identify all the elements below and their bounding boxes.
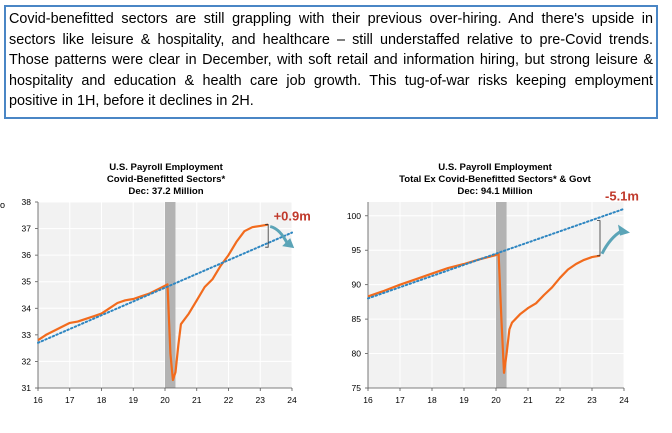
right-gap-arrow-head — [618, 224, 630, 236]
left-chart-title-line1: U.S. Payroll Employment — [109, 162, 223, 173]
left-ytick-label-2: 33 — [22, 330, 32, 340]
right-chart-title-line2: Total Ex Covid-Benefitted Sectors* & Gov… — [399, 174, 591, 185]
right-ytick-label-0: 75 — [352, 383, 362, 393]
stray-mark: o — [0, 200, 6, 210]
left-chart-title-line3: Dec: 37.2 Million — [128, 186, 204, 197]
right-xtick-label-6: 22 — [555, 395, 565, 405]
left-xtick-label-4: 20 — [160, 395, 170, 405]
left-xtick-label-6: 22 — [224, 395, 234, 405]
left-ytick-label-7: 38 — [22, 197, 32, 207]
right-xtick-label-2: 18 — [427, 395, 437, 405]
summary-text: Covid-benefitted sectors are still grapp… — [9, 11, 653, 110]
right-xtick-label-5: 21 — [523, 395, 533, 405]
left-xtick-label-3: 19 — [129, 395, 139, 405]
right-chart-title: U.S. Payroll Employment Total Ex Covid-B… — [366, 162, 624, 198]
left-xtick-label-2: 18 — [97, 395, 107, 405]
right-xtick-label-3: 19 — [459, 395, 469, 405]
right-ytick-label-4: 95 — [352, 245, 362, 255]
left-chart-title-line2: Covid-Benefitted Sectors* — [106, 174, 226, 185]
left-ytick-label-1: 32 — [22, 356, 32, 366]
right-xtick-label-8: 24 — [619, 395, 629, 405]
left-covid-band — [165, 202, 176, 388]
left-actual-line — [37, 223, 269, 382]
left-ytick-label-3: 34 — [22, 303, 32, 313]
left-gap-annotation: +0.9m — [274, 209, 311, 224]
left-xtick-label-1: 17 — [65, 395, 75, 405]
right-chart-title-line1: U.S. Payroll Employment — [438, 162, 552, 173]
left-xtick-label-0: 16 — [33, 395, 43, 405]
summary-callout: Covid-benefitted sectors are still grapp… — [4, 5, 658, 119]
right-xtick-label-0: 16 — [363, 395, 373, 405]
right-trend-line — [367, 207, 625, 300]
right-xtick-label-4: 20 — [491, 395, 501, 405]
right-xtick-label-7: 23 — [587, 395, 597, 405]
right-xtick-label-1: 17 — [395, 395, 405, 405]
right-ytick-label-1: 80 — [352, 349, 362, 359]
left-xtick-label-8: 24 — [287, 395, 297, 405]
right-chart-title-line3: Dec: 94.1 Million — [457, 186, 533, 197]
left-xtick-label-7: 23 — [256, 395, 266, 405]
left-gap-bracket — [265, 224, 269, 248]
right-ytick-label-2: 85 — [352, 314, 362, 324]
left-ytick-label-4: 35 — [22, 277, 32, 287]
left-trend-line — [37, 231, 293, 344]
left-gap-arrow-head — [282, 238, 295, 249]
right-gap-bracket — [597, 220, 601, 257]
right-actual-line — [367, 252, 601, 374]
left-chart-title: U.S. Payroll Employment Covid-Benefitted… — [38, 162, 294, 198]
right-gap-annotation: -5.1m — [605, 189, 639, 204]
left-xtick-label-5: 21 — [192, 395, 202, 405]
right-ytick-label-5: 100 — [347, 211, 361, 221]
left-ytick-label-6: 37 — [22, 224, 32, 234]
right-ytick-label-3: 90 — [352, 280, 362, 290]
left-ytick-label-5: 36 — [22, 250, 32, 260]
left-ytick-label-0: 31 — [22, 383, 32, 393]
